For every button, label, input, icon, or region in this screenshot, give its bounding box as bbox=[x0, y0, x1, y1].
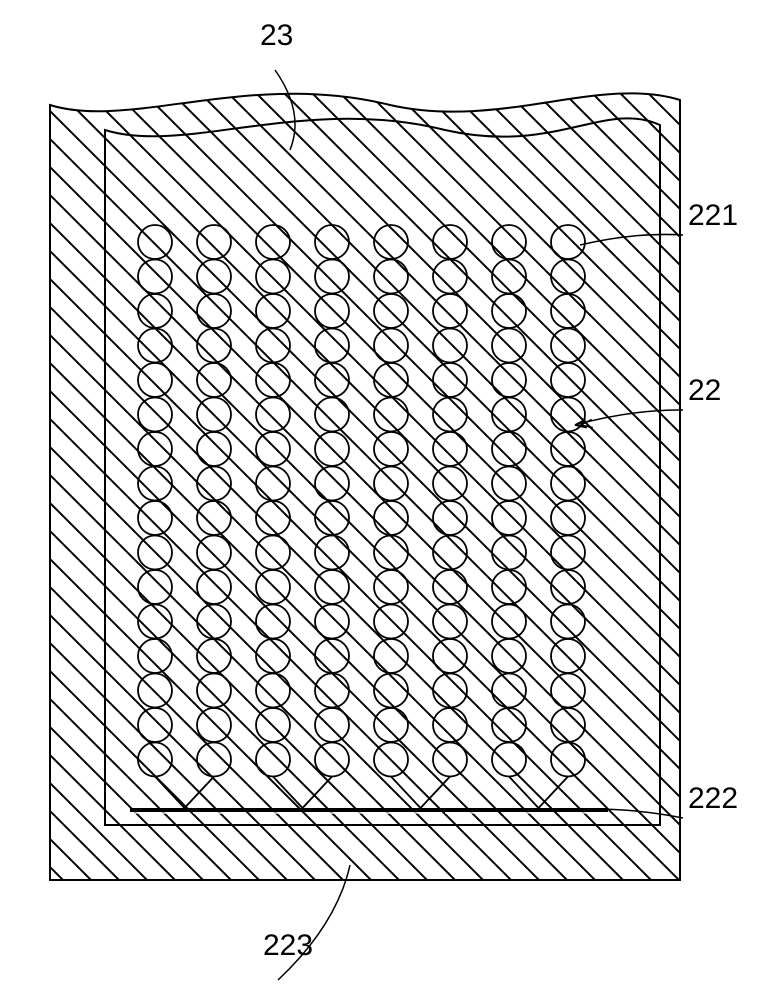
svg-text:22: 22 bbox=[688, 374, 721, 407]
svg-text:222: 222 bbox=[688, 782, 738, 815]
diagram-svg: 2322122222223 bbox=[0, 0, 779, 1000]
svg-text:23: 23 bbox=[260, 19, 293, 52]
cross-section-diagram: 2322122222223 bbox=[0, 0, 779, 1000]
svg-text:221: 221 bbox=[688, 199, 738, 232]
svg-text:223: 223 bbox=[263, 929, 313, 962]
